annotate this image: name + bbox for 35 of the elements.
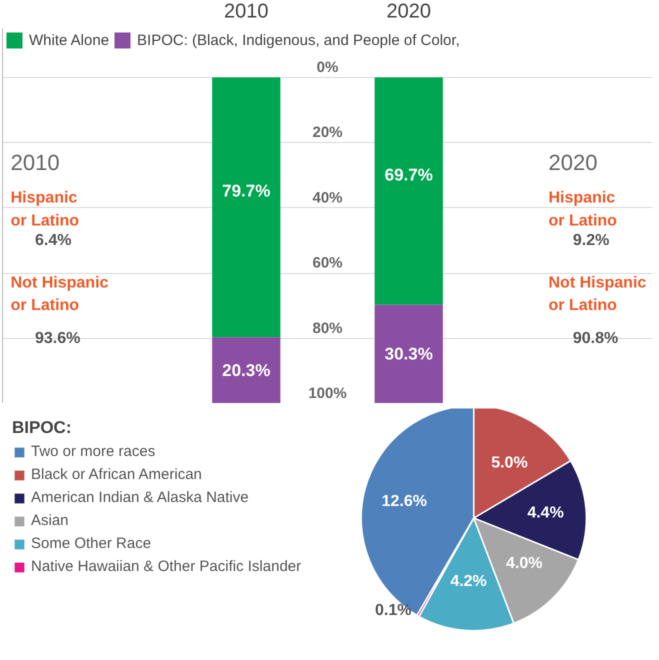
annotation: Hispanic or Latino xyxy=(10,190,80,230)
data-label: 12.6% xyxy=(382,493,427,510)
y-tick-label: 0% xyxy=(316,58,338,76)
data-label: 4.4% xyxy=(527,504,564,522)
legend-label: BIPOC: (Black, Indigenous, and People of Color, xyxy=(137,32,460,48)
data-label: 79.7% xyxy=(222,182,270,201)
y-tick-label: 100% xyxy=(308,385,347,402)
data-label: 5.0% xyxy=(491,454,528,472)
data-label: 30.3% xyxy=(384,344,433,364)
legend-label: Black or African American xyxy=(31,466,202,483)
annotation: 93.6% xyxy=(35,330,80,347)
legend-label: Asian xyxy=(31,512,69,529)
data-label: 0.1% xyxy=(375,602,412,619)
legend-label: Two or more races xyxy=(31,443,156,460)
legend-label: Some Other Race xyxy=(31,535,152,552)
y-tick-label: 40% xyxy=(312,189,343,206)
text: 2020 xyxy=(386,0,432,22)
annotation: 6.4% xyxy=(35,232,72,249)
legend-title: BIPOC: xyxy=(12,418,72,438)
data-label: 4.2% xyxy=(450,572,487,590)
annotation: Not Hispanic or Latino xyxy=(548,274,646,314)
data-label: 69.7% xyxy=(384,165,433,184)
legend-label: White Alone xyxy=(29,32,110,48)
y-tick-label: 20% xyxy=(312,124,343,142)
annotation: Not Hispanic or Latino xyxy=(10,274,109,314)
text: 2010 xyxy=(224,0,269,22)
data-label: 20.3% xyxy=(222,360,270,380)
annotation: Hispanic or Latino xyxy=(548,190,618,230)
annotation: 9.2% xyxy=(572,232,610,249)
annotation: 90.8% xyxy=(572,330,618,347)
y-tick-label: 60% xyxy=(312,254,343,272)
legend-label: American Indian & Alaska Native xyxy=(31,489,249,506)
y-tick-label: 80% xyxy=(312,320,343,337)
data-label: 4.0% xyxy=(506,554,543,572)
legend-label: Native Hawaiian & Other Pacific Islander xyxy=(31,558,302,575)
